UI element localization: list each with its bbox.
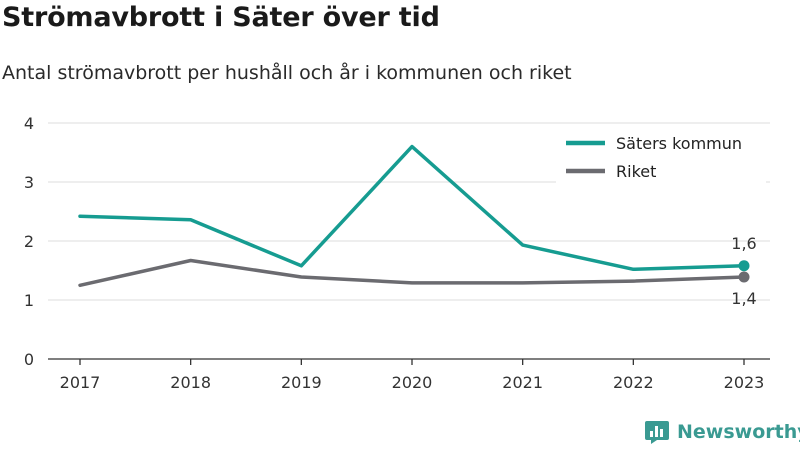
end-point-kommun [738, 260, 750, 272]
y-tick-label: 4 [24, 114, 34, 133]
data-label: 1,6 [731, 234, 756, 253]
series-line-riket [78, 258, 746, 288]
x-tick-label: 2019 [281, 373, 322, 392]
x-tick-label: 2017 [60, 373, 101, 392]
y-tick-label: 1 [24, 291, 34, 310]
x-tick-label: 2020 [392, 373, 433, 392]
x-tick-label: 2022 [613, 373, 654, 392]
x-tick-label: 2023 [724, 373, 765, 392]
series-line-kommun [78, 144, 746, 272]
y-tick-label: 3 [24, 173, 34, 192]
legend-background [556, 127, 766, 183]
x-tick-label: 2018 [170, 373, 211, 392]
brand-name: Newsworthy [677, 421, 800, 443]
chart-title: Strömavbrott i Säter över tid [2, 2, 440, 33]
y-tick-label: 0 [24, 350, 34, 369]
x-tick-label: 2021 [502, 373, 543, 392]
legend-label: Riket [616, 162, 656, 181]
end-point-riket [738, 271, 750, 283]
legend-label: Säters kommun [616, 134, 742, 153]
newsworthy-logo-icon [645, 421, 669, 444]
data-label: 1,4 [731, 289, 756, 308]
chart-subtitle: Antal strömavbrott per hushåll och år i … [2, 62, 572, 84]
brand-logo: Newsworthy [644, 419, 800, 445]
y-tick-label: 2 [24, 232, 34, 251]
